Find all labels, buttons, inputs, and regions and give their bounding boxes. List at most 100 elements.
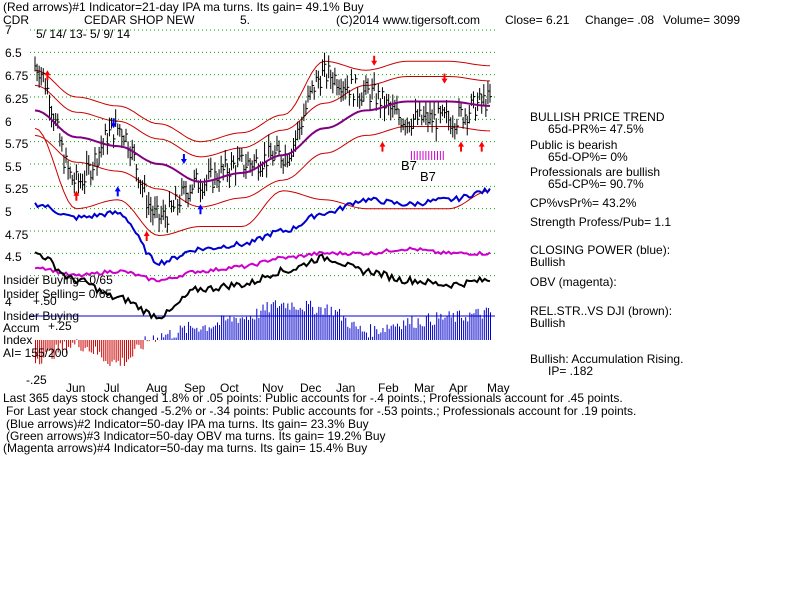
accum-bar [380,332,382,340]
month-label: Jan [336,381,356,395]
accum-bar [217,322,218,340]
accum-bar [90,340,92,353]
accum-bar [341,320,343,340]
accum-bar [260,310,262,340]
accum-bar [121,340,123,358]
accum-bar [49,340,51,351]
signal-arrow [441,73,448,84]
accum-bar [390,325,392,340]
accum-bar [70,340,72,348]
accum-bar [183,325,185,340]
accum-bar [167,333,169,340]
accum-bar [212,326,214,340]
accum-bar [214,325,216,340]
footer-line: Last 365 days stock changed 1.8% or .05 … [3,391,623,405]
accum-bar [417,318,419,340]
accum-bar [485,307,487,340]
accum-bar [276,307,278,340]
month-label: Sep [184,381,206,395]
accum-bar [392,324,394,340]
index-label: Index [3,333,33,347]
footer-line: (Blue arrows)#2 Indicator=50-day IPA ma … [6,417,369,431]
op-value: 65d-OP%= 0% [548,150,628,164]
signal-arrow [180,154,187,164]
y-tick-label: 5.75 [5,137,29,151]
accum-bar [103,340,105,362]
accum-bar [456,311,458,340]
accum-bar [483,310,485,340]
obv-line [34,246,491,283]
accum-bar [334,310,336,340]
accum-bar [233,317,235,340]
accum-bar [55,340,57,345]
accum-bar [448,311,450,340]
accum-bar [396,323,398,340]
annotation-b7: B7 [401,158,417,173]
accum-bar [303,311,305,340]
accum-bar [262,304,264,340]
signal-arrow [197,204,204,215]
accum-bar [347,326,349,340]
accum-bar [343,316,345,340]
accum-bar [279,305,281,340]
accum-bar [63,340,65,342]
moving-average-line [34,100,491,183]
ma-line-path [34,100,491,183]
accum-bar [264,310,266,340]
accum-bar [194,328,196,340]
accum-bar [361,331,363,340]
signal-arrow [379,141,386,152]
accum-bar [86,340,88,347]
signal-arrow [371,55,378,66]
accum-bar [138,340,140,345]
accum-bar [243,319,245,340]
month-label: Mar [414,381,435,395]
accum-bar [163,337,165,340]
accum-bar [440,313,442,340]
y-tick-label: 6.25 [5,92,29,106]
accum-bar [345,317,347,340]
accum-bar [39,340,41,365]
closing-power-label: CLOSING POWER (blue): [530,243,671,257]
y-tick-label: 4 [5,295,12,309]
accum-bar [45,340,47,353]
accum-bar [407,318,409,340]
trading-bands [34,60,491,237]
accum-bar [72,340,74,343]
accum-bar [353,321,355,340]
accum-bar [403,320,405,340]
accum-bar [291,302,293,340]
accum-bar [469,312,471,340]
accum-bar [461,317,463,340]
signal-arrow [458,141,465,152]
accum-bar [80,340,82,351]
accum-bar [92,340,94,354]
insider-buying-count: Insider Buying= 0/65 [3,273,113,287]
accum-bar [452,312,454,340]
y-tick-label: 4.5 [5,250,22,264]
accum-bar [245,316,247,340]
lower-band [34,127,491,237]
signal-arrow [110,118,117,129]
accum-bar [82,340,84,352]
accum-bar [316,312,318,340]
accum-bar [477,308,479,340]
accum-bar [254,319,256,340]
accum-bar [221,315,223,340]
month-label: May [487,381,510,395]
accum-bar [434,324,436,340]
accum-bar [270,304,272,340]
accum-bar [190,325,192,340]
accum-bar [192,327,194,340]
accum-bar [177,332,179,340]
accum-bar [146,340,148,342]
accum-bar [481,318,483,340]
accum-bar [227,318,229,340]
accum-bar [105,340,107,362]
accum-bar [351,322,353,340]
accum-bar [119,340,121,366]
accum-bar [132,340,134,357]
signal-arrow [73,190,80,201]
accum-bar [88,340,90,352]
